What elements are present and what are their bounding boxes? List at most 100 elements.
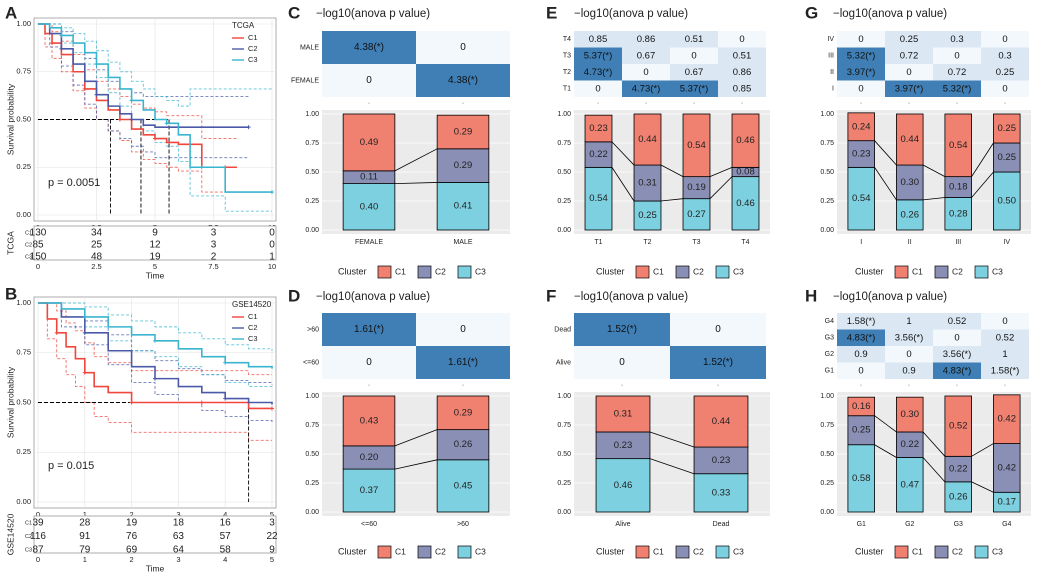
y-tick-label: 0.75 bbox=[305, 422, 319, 429]
risk-value: 0 bbox=[269, 240, 275, 251]
heatmap-cell-value: 4.73(*) bbox=[584, 67, 613, 78]
bar-segment-C1 bbox=[584, 114, 613, 143]
y-tick-label: 0.50 bbox=[557, 169, 571, 176]
bar-value-label: 0.41 bbox=[454, 201, 473, 212]
x-tick-label: G2 bbox=[905, 521, 914, 528]
panel-label: E bbox=[546, 3, 557, 22]
heatmap-cell bbox=[574, 64, 622, 81]
legend-label: C2 bbox=[435, 266, 446, 276]
bar-value-label: 0.30 bbox=[901, 409, 920, 420]
legend-title: Cluster bbox=[855, 546, 884, 556]
heatmap-cell bbox=[933, 313, 981, 330]
legend-label: C3 bbox=[733, 546, 744, 556]
connector-line bbox=[922, 164, 946, 177]
y-tick-label: 1.00 bbox=[305, 111, 319, 118]
bar-value-label: 0.54 bbox=[949, 140, 968, 151]
heatmap-cell-value: 1.61(*) bbox=[354, 324, 384, 335]
bar-value-label: 0.49 bbox=[360, 137, 379, 148]
heatmap-cell-value: 0 bbox=[1002, 316, 1007, 327]
legend-title: Cluster bbox=[338, 546, 367, 556]
bar-value-label: 0.58 bbox=[852, 473, 871, 484]
risk-value: 64 bbox=[173, 545, 185, 556]
bar-segment-C2 bbox=[633, 164, 662, 202]
heatmap-cell bbox=[933, 80, 981, 97]
km-curve-C1 bbox=[38, 302, 272, 410]
bar-value-label: 0.25 bbox=[998, 152, 1017, 163]
legend-title: Cluster bbox=[596, 546, 625, 556]
heatmap-cell-value: 4.38(*) bbox=[448, 75, 478, 86]
y-tick-label: 0.00 bbox=[305, 509, 319, 516]
connector-line bbox=[649, 431, 695, 448]
heatmap-cell-value: 0.52 bbox=[996, 332, 1015, 343]
x-tick-label: FEMALE bbox=[355, 239, 383, 246]
heatmap-cell-value: 0 bbox=[906, 349, 911, 360]
risk-value: 3 bbox=[211, 240, 217, 251]
heatmap-title: −log10(anova p value) bbox=[316, 8, 430, 20]
bar-segment-C3 bbox=[342, 468, 396, 513]
ci-upper-C1 bbox=[38, 302, 272, 376]
heatmap-cell bbox=[885, 329, 933, 346]
legend-swatch-C2 bbox=[934, 265, 949, 279]
heatmap-cell-value: 1.61(*) bbox=[448, 357, 478, 368]
y-tick-label: 0.00 bbox=[820, 509, 834, 516]
km-panel-B: B 0.00 0.25 0.50 0.75 1.00 0 1 2 3 4 5 GSE14520 C1 C2 C… bbox=[5, 284, 278, 573]
risk-value: 0 bbox=[269, 228, 275, 239]
legend-swatch-C1 bbox=[635, 265, 650, 279]
connector-line bbox=[394, 148, 438, 172]
heatmap-row-label: FEMALE bbox=[291, 77, 319, 84]
heatmap-cell-value: 0.9 bbox=[902, 365, 915, 376]
risk-value: 9 bbox=[152, 228, 158, 239]
bar-value-label: 0.42 bbox=[998, 414, 1017, 425]
y-tick-label: 0.00 bbox=[16, 210, 31, 219]
x-tick-label: Alive bbox=[615, 521, 630, 528]
bar-value-label: 0.43 bbox=[360, 415, 379, 426]
connector-line bbox=[923, 197, 945, 201]
x-tick-label: 2 bbox=[130, 510, 134, 519]
km-panel-A: A0.000.250.500.751.0002.557.510TCGAC1C2C… bbox=[5, 3, 277, 280]
y-tick-label: 0.75 bbox=[820, 140, 834, 147]
risk-value: 3 bbox=[269, 518, 275, 529]
bar-segment-C1 bbox=[944, 395, 972, 457]
legend-swatch-C2 bbox=[675, 265, 690, 279]
y-tick-label: 0.25 bbox=[305, 480, 319, 487]
bar-segment-C3 bbox=[436, 182, 490, 231]
heatmap-cell-value: 3.56(*) bbox=[943, 349, 972, 360]
risk-row-label: C3 bbox=[25, 254, 32, 260]
bar-value-label: 0.18 bbox=[949, 182, 968, 193]
bar-value-label: 0.30 bbox=[901, 177, 920, 188]
heatmap-title: −log10(anova p value) bbox=[833, 8, 947, 20]
bar-segment-C3 bbox=[584, 166, 613, 231]
heatmap-row-label: T4 bbox=[563, 36, 571, 43]
panel-F: F −log10(anova p value) Dead 1.52(*) 0 Alive 0… bbox=[546, 286, 770, 559]
heatmap-cell bbox=[574, 31, 622, 48]
risk-value: 130 bbox=[30, 228, 47, 239]
connector-line bbox=[649, 458, 695, 475]
heatmap-cell bbox=[933, 64, 981, 81]
bar-value-label: 0.54 bbox=[852, 193, 871, 204]
heatmap-tick: · bbox=[956, 100, 958, 107]
bar-segment-C1 bbox=[896, 113, 924, 166]
panel-H: H −log10(anova p value) G4 1.58(*) 1 0.52 0 G3 4… bbox=[805, 286, 1031, 559]
heatmap-cell bbox=[933, 346, 981, 363]
heatmap-row-label: T1 bbox=[563, 86, 571, 93]
x-tick-label: I bbox=[860, 239, 862, 246]
x-tick-label: T1 bbox=[594, 239, 602, 246]
heatmap-cell bbox=[981, 47, 1029, 64]
heatmap-cell bbox=[885, 47, 933, 64]
risk-value: 2 bbox=[211, 252, 217, 263]
heatmap-row-label: <=60 bbox=[303, 359, 319, 366]
heatmap-cell bbox=[622, 31, 670, 48]
risk-value: 12 bbox=[149, 240, 161, 251]
heatmap-cell-value: 0 bbox=[739, 34, 744, 45]
y-tick-label: 0.25 bbox=[557, 480, 571, 487]
y-tick-label: 0.50 bbox=[305, 451, 319, 458]
heatmap-cell bbox=[322, 31, 416, 64]
legend-label: C2 bbox=[952, 266, 963, 276]
risk-value: 39 bbox=[32, 518, 44, 529]
heatmap-cell bbox=[416, 64, 510, 97]
bar-value-label: 0.22 bbox=[589, 149, 608, 160]
risk-table bbox=[33, 515, 277, 554]
panel-label: F bbox=[546, 286, 556, 305]
heatmap-tick: · bbox=[1004, 100, 1006, 107]
ci-upper-C3 bbox=[38, 302, 273, 351]
